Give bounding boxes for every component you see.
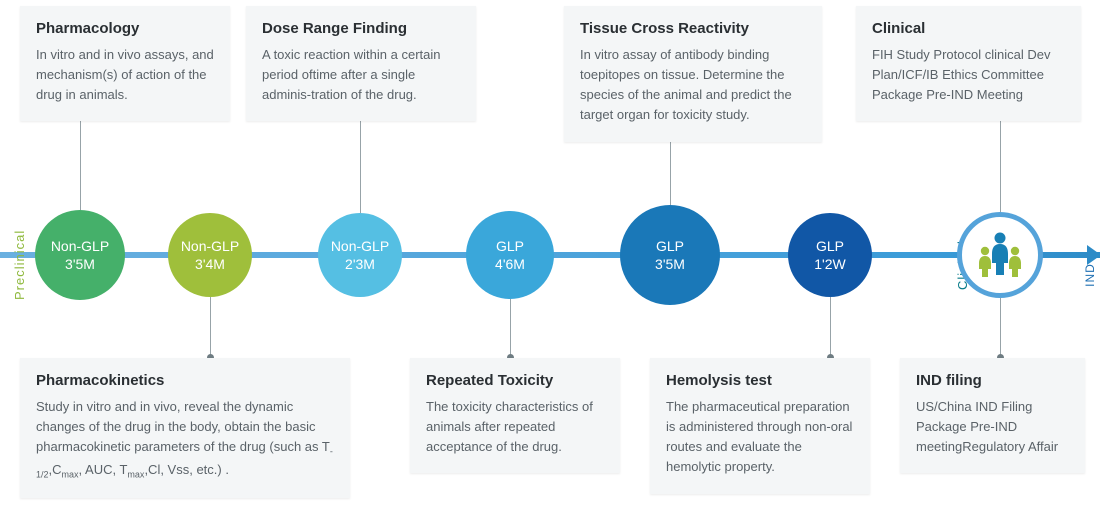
card-body: The pharmaceutical preparation is admini…: [666, 397, 854, 478]
card-clinical: Clinical FIH Study Protocol clinical Dev …: [856, 6, 1081, 121]
card-body: The toxicity characteristics of animals …: [426, 397, 604, 457]
connector-hemolysis: [830, 297, 831, 358]
connector-dose-range: [360, 112, 361, 213]
connector-ind-filing: [1000, 298, 1001, 358]
people-icon: [972, 227, 1028, 283]
card-title: Hemolysis test: [666, 372, 854, 389]
card-ind-filing: IND filing US/China IND Filing Package Pr…: [900, 358, 1085, 473]
timeline-diagram: Preclinical Clinical IND Non-GLP3'5M Non-…: [0, 0, 1100, 510]
node-pharmacokinetics: Non-GLP3'4M: [168, 213, 252, 297]
card-pharmacology: Pharmacology In vitro and in vivo assays,…: [20, 6, 230, 121]
node-tcr: GLP3'5M: [620, 205, 720, 305]
connector-pharmacology: [80, 112, 81, 210]
clinical-people-node: [957, 212, 1043, 298]
card-title: Clinical: [872, 20, 1065, 37]
card-title: Dose Range Finding: [262, 20, 460, 37]
card-pharmacokinetics: Pharmacokinetics Study in vitro and in vi…: [20, 358, 350, 498]
connector-repeated-tox: [510, 299, 511, 358]
card-body: In vitro assay of antibody binding toepi…: [580, 45, 806, 126]
node-hemolysis: GLP1'2W: [788, 213, 872, 297]
card-body: In vitro and in vivo assays, and mechani…: [36, 45, 214, 105]
ind-label: IND: [1083, 263, 1097, 287]
card-dose-range: Dose Range Finding A toxic reaction withi…: [246, 6, 476, 121]
card-body: FIH Study Protocol clinical Dev Plan/ICF…: [872, 45, 1065, 105]
card-body: A toxic reaction within a certain period…: [262, 45, 460, 105]
connector-pharmacokinetics: [210, 297, 211, 358]
card-body: Study in vitro and in vivo, reveal the d…: [36, 397, 334, 482]
node-repeated-tox: GLP4'6M: [466, 211, 554, 299]
card-body: US/China IND Filing Package Pre-IND meet…: [916, 397, 1069, 457]
card-repeated-tox: Repeated Toxicity The toxicity characteri…: [410, 358, 620, 473]
card-title: IND filing: [916, 372, 1069, 389]
card-hemolysis: Hemolysis test The pharmaceutical prepara…: [650, 358, 870, 494]
card-title: Pharmacology: [36, 20, 214, 37]
node-dose-range: Non-GLP2'3M: [318, 213, 402, 297]
node-pharmacology: Non-GLP3'5M: [35, 210, 125, 300]
connector-clinical: [1000, 112, 1001, 212]
card-title: Repeated Toxicity: [426, 372, 604, 389]
card-title: Tissue Cross Reactivity: [580, 20, 806, 37]
preclinical-label: Preclinical: [12, 230, 27, 300]
card-tcr: Tissue Cross Reactivity In vitro assay of…: [564, 6, 822, 142]
card-title: Pharmacokinetics: [36, 372, 334, 389]
